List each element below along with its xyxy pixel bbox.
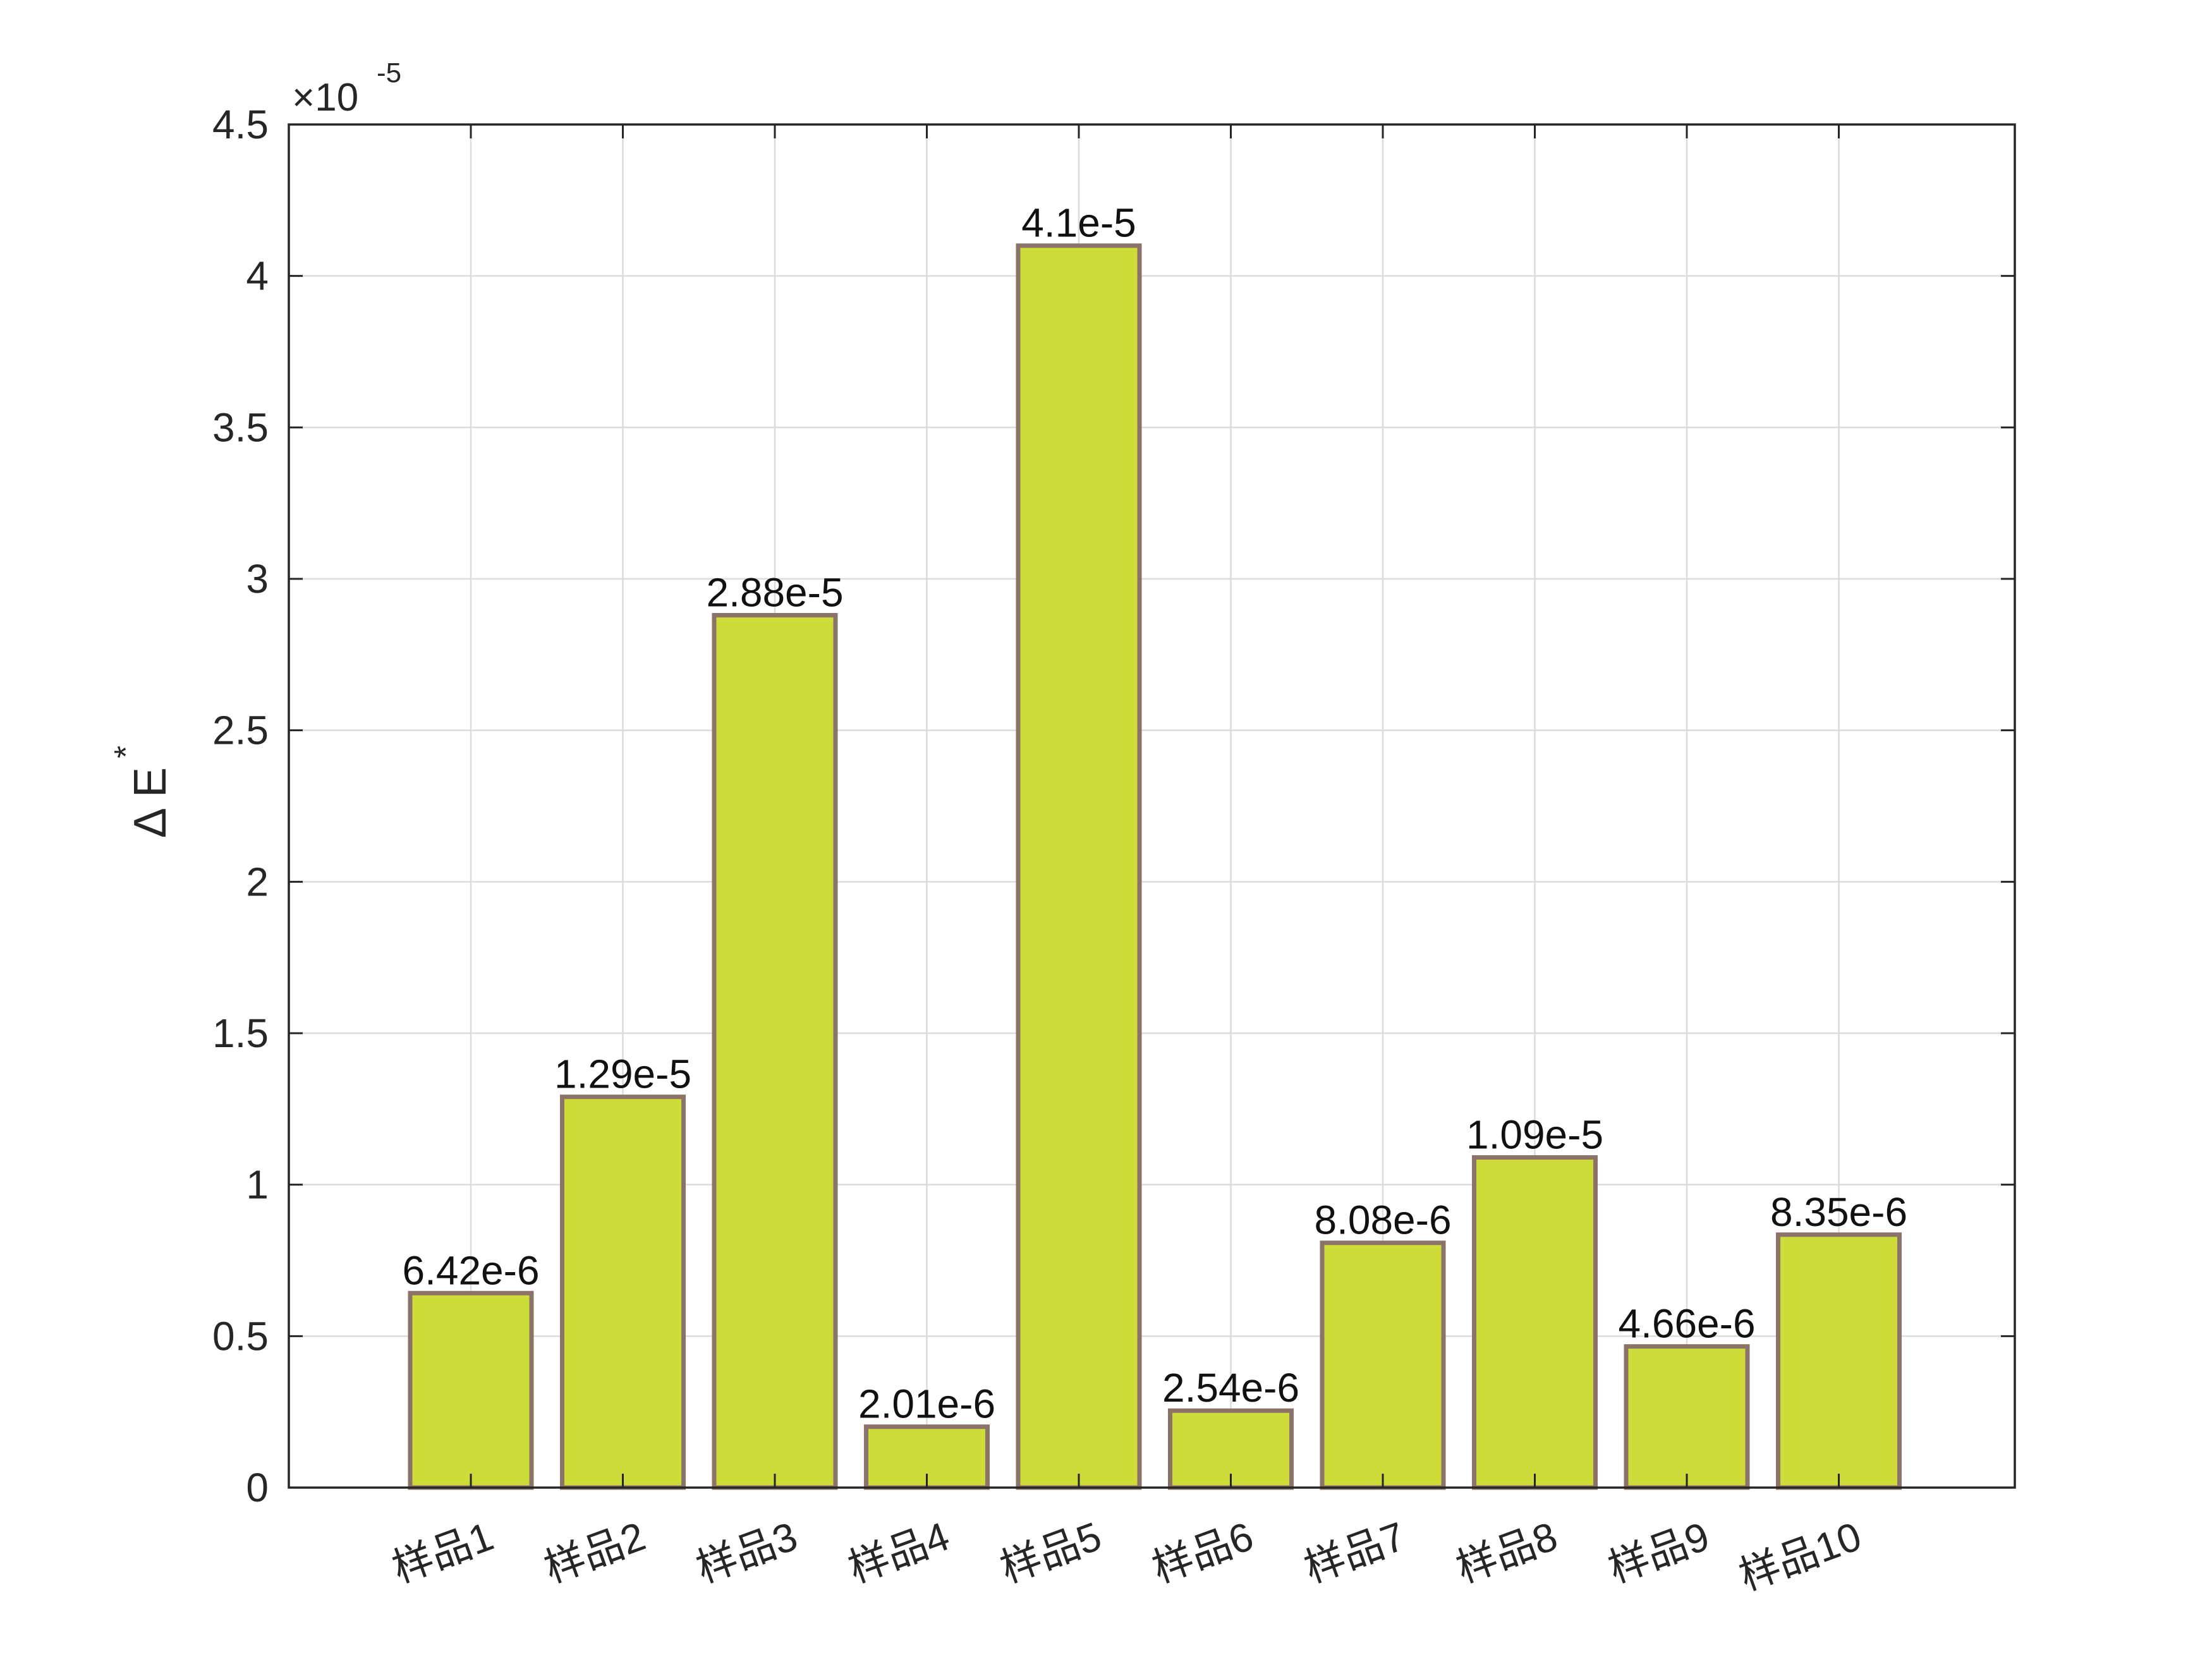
bar — [1472, 1155, 1598, 1490]
bar — [712, 613, 838, 1490]
bars — [408, 243, 1902, 1490]
bar — [1776, 1232, 1902, 1490]
y-tick-label: 2.5 — [212, 708, 269, 753]
y-tick-label: 0 — [246, 1465, 269, 1510]
exponent-power: -5 — [377, 58, 401, 88]
bar — [1624, 1344, 1750, 1490]
y-tick-label: 1.5 — [212, 1010, 269, 1056]
x-tick-label: 样品7 — [1298, 1513, 1411, 1591]
y-tick-label: 0.5 — [212, 1313, 269, 1359]
axes — [288, 123, 2016, 1489]
x-tick-label: 样品8 — [1450, 1513, 1563, 1591]
bar — [1320, 1240, 1446, 1490]
bar-data-label: 8.35e-6 — [1770, 1189, 1907, 1235]
exponent-base: ×10 — [292, 76, 358, 119]
bar-data-label: 8.08e-6 — [1314, 1198, 1451, 1243]
bar — [408, 1290, 534, 1490]
x-tick-label: 样品3 — [690, 1513, 803, 1591]
exponent-label: ×10 -5 — [292, 58, 401, 119]
bar-data-label: 2.88e-5 — [706, 570, 843, 616]
data-labels: 6.42e-6 1.29e-5 2.88e-5 2.01e-6 4.1e-5 2.54e-… — [402, 200, 1907, 1427]
y-tick-label: 3.5 — [212, 404, 269, 450]
y-axis-label-sup: * — [108, 746, 145, 758]
grid-lines — [289, 123, 2015, 1489]
bar-data-label: 4.66e-6 — [1618, 1301, 1755, 1347]
x-tick-label: 样品9 — [1602, 1513, 1715, 1591]
bar-data-label: 4.1e-5 — [1021, 200, 1136, 246]
bar — [560, 1095, 686, 1490]
y-tick-label: 1 — [246, 1162, 269, 1208]
x-tick-label: 样品4 — [842, 1513, 955, 1591]
x-tick-label: 样品6 — [1146, 1513, 1259, 1591]
bar-data-label: 2.54e-6 — [1162, 1365, 1299, 1410]
bar-data-label: 1.09e-5 — [1466, 1112, 1603, 1158]
x-tick-label: 样品1 — [386, 1513, 499, 1591]
bar-data-label: 2.01e-6 — [858, 1381, 995, 1427]
y-tick-label: 4 — [246, 253, 269, 299]
bar — [1016, 243, 1142, 1490]
y-axis-label: Δ E * — [108, 746, 176, 838]
plot-frame — [288, 123, 2016, 1489]
x-tick-label: 样品10 — [1733, 1513, 1867, 1599]
bar-data-label: 1.29e-5 — [554, 1052, 691, 1097]
bar-data-label: 6.42e-6 — [402, 1247, 539, 1293]
y-tick-label: 4.5 — [212, 102, 269, 147]
y-tick-label: 2 — [246, 859, 269, 904]
x-tick-label: 样品5 — [994, 1513, 1107, 1591]
y-axis-label-text: Δ E — [125, 767, 176, 838]
x-tick-label: 样品2 — [538, 1513, 651, 1591]
y-tick-label: 3 — [246, 556, 269, 602]
